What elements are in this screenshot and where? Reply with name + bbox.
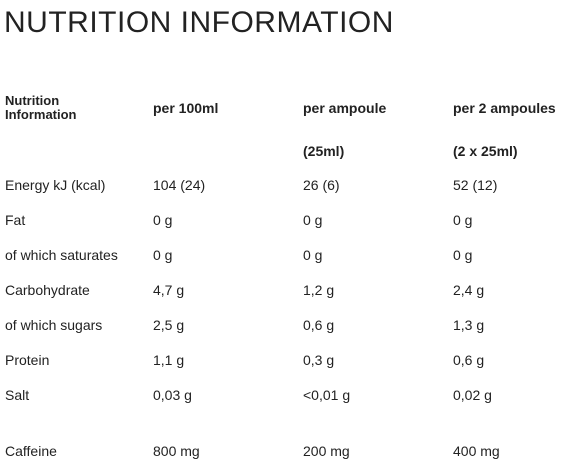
- cell-value: 1,3 g: [453, 317, 485, 333]
- column-header: per 100ml: [153, 100, 219, 116]
- cell-value: 0 g: [153, 247, 173, 263]
- row-label: of which saturates: [5, 247, 118, 263]
- cell-value: 52 (12): [453, 177, 498, 193]
- cell-value: 0 g: [453, 247, 473, 263]
- column-header: per 2 ampoules: [453, 100, 556, 116]
- column-header: per ampoule: [303, 100, 387, 116]
- column-header: Nutrition Information: [5, 93, 77, 122]
- cell-value: <0,01 g: [303, 387, 351, 403]
- cell-value: 4,7 g: [153, 282, 185, 298]
- cell-value: 0,02 g: [453, 387, 492, 403]
- cell-value: 0 g: [303, 247, 323, 263]
- cell-value: 0 g: [153, 212, 173, 228]
- row-label: Salt: [5, 387, 30, 403]
- cell-value: 0,3 g: [303, 352, 335, 368]
- cell-value: 2,5 g: [153, 317, 185, 333]
- cell-value: 0,03 g: [153, 387, 192, 403]
- column-header-note: (25ml): [303, 143, 345, 159]
- cell-value: 104 (24): [153, 177, 206, 193]
- cell-value: 400 mg: [453, 443, 500, 459]
- row-label: Energy kJ (kcal): [5, 177, 106, 193]
- row-label: Caffeine: [5, 443, 57, 459]
- row-label: Carbohydrate: [5, 282, 90, 298]
- column-header-note: (2 x 25ml): [453, 143, 518, 159]
- cell-value: 0,6 g: [453, 352, 485, 368]
- page-title: NUTRITION INFORMATION: [4, 6, 394, 39]
- cell-value: 0 g: [453, 212, 473, 228]
- cell-value: 200 mg: [303, 443, 350, 459]
- cell-value: 800 mg: [153, 443, 200, 459]
- cell-value: 1,2 g: [303, 282, 335, 298]
- cell-value: 26 (6): [303, 177, 340, 193]
- cell-value: 2,4 g: [453, 282, 485, 298]
- row-label: Protein: [5, 352, 50, 368]
- cell-value: 0,6 g: [303, 317, 335, 333]
- cell-value: 1,1 g: [153, 352, 185, 368]
- cell-value: 0 g: [303, 212, 323, 228]
- row-label: of which sugars: [5, 317, 103, 333]
- row-label: Fat: [5, 212, 26, 228]
